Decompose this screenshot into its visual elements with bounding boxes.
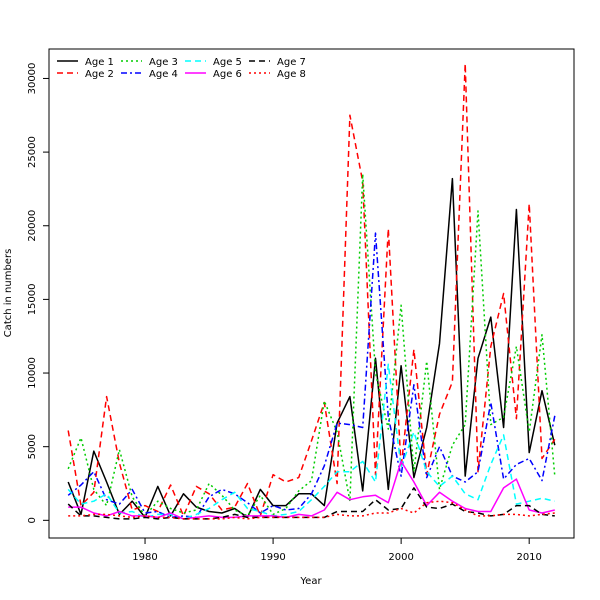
- legend-label-age-6: Age 6: [213, 69, 242, 80]
- plot-frame: [48, 48, 575, 539]
- y-tick-label: 0: [27, 517, 38, 523]
- x-tick-label: 2000: [388, 552, 413, 563]
- y-axis: 0 5000 10000 15000 20000 25000 30000: [27, 63, 49, 523]
- y-axis-label: Catch in numbers: [3, 249, 14, 338]
- y-tick-label: 25000: [27, 136, 38, 168]
- series-line-age-4: [67, 232, 556, 519]
- legend-label-age-2: Age 2: [85, 69, 114, 80]
- series-line-age-7: [67, 487, 555, 520]
- legend-label-age-3: Age 3: [149, 57, 178, 68]
- series-layer: [67, 62, 556, 520]
- x-tick-label: 2010: [516, 552, 541, 563]
- y-tick-label: 20000: [27, 210, 38, 242]
- legend-label-age-4: Age 4: [149, 69, 178, 80]
- x-axis: 1980 1990 2000 2010: [132, 538, 542, 563]
- legend-label-age-8: Age 8: [277, 69, 306, 80]
- series-line-age-8: [68, 500, 555, 520]
- y-tick-label: 30000: [27, 63, 38, 95]
- series-line-age-2: [67, 62, 556, 517]
- x-tick-label: 1990: [260, 552, 285, 563]
- series-line-age-3: [67, 173, 556, 517]
- x-axis-label: Year: [299, 576, 322, 587]
- y-tick-label: 5000: [27, 434, 38, 459]
- legend-label-age-7: Age 7: [277, 57, 306, 68]
- legend-label-age-1: Age 1: [85, 57, 114, 68]
- y-tick-label: 15000: [27, 283, 38, 315]
- x-tick-label: 1980: [132, 552, 157, 563]
- legend-label-age-5: Age 5: [213, 57, 242, 68]
- y-tick-label: 10000: [27, 357, 38, 389]
